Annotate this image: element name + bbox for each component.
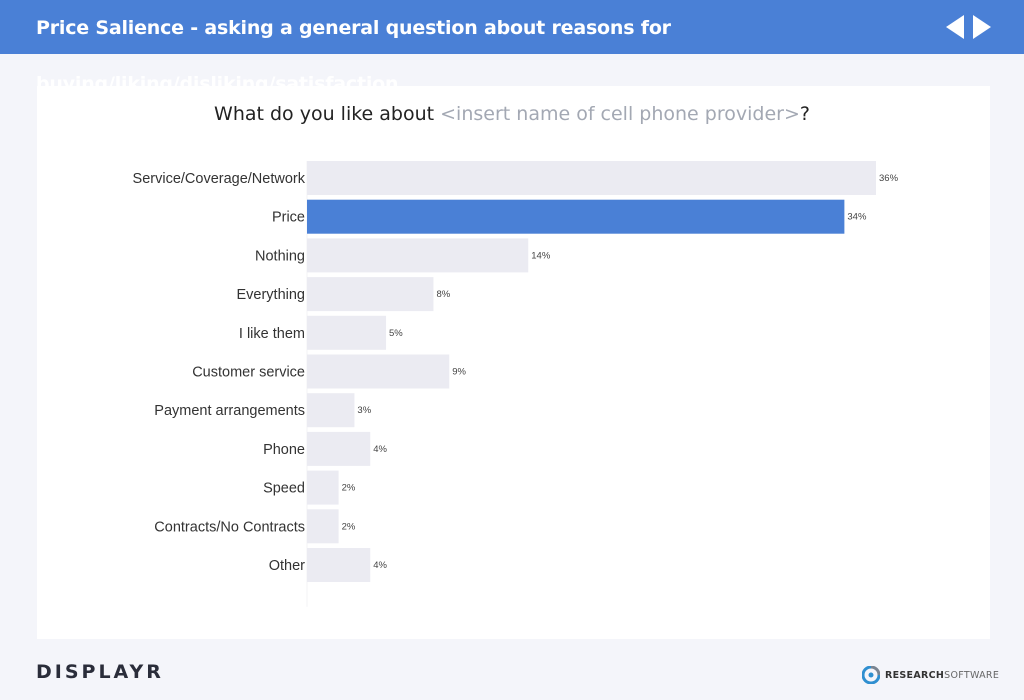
value-label-8: 2% xyxy=(342,483,356,494)
category-label-5: Customer service xyxy=(192,365,305,381)
value-label-5: 9% xyxy=(452,367,466,378)
research-software-logo: RESEARCHSOFTWARE xyxy=(862,664,999,686)
research-software-logo-icon xyxy=(862,666,880,684)
question-suffix: ? xyxy=(799,103,810,125)
category-label-3: Everything xyxy=(236,287,305,303)
value-label-4: 5% xyxy=(389,328,403,339)
question-placeholder: <insert name of cell phone provider> xyxy=(440,103,800,125)
category-label-1: Price xyxy=(272,210,305,226)
bar-5 xyxy=(307,354,450,389)
displayr-logo: DISPLAYR xyxy=(36,661,164,683)
category-label-0: Service/Coverage/Network xyxy=(133,171,306,187)
bar-9 xyxy=(307,509,339,544)
bar-4 xyxy=(307,315,387,350)
value-label-3: 8% xyxy=(436,289,450,300)
category-label-4: I like them xyxy=(239,326,305,342)
bar-2 xyxy=(307,238,529,273)
category-label-7: Phone xyxy=(263,442,305,458)
value-label-1: 34% xyxy=(847,212,867,223)
value-label-2: 14% xyxy=(531,250,551,261)
category-label-6: Payment arrangements xyxy=(154,403,305,419)
next-arrow-icon[interactable] xyxy=(971,13,993,41)
value-label-6: 3% xyxy=(357,405,371,416)
value-label-7: 4% xyxy=(373,444,387,455)
partner-name-light: SOFTWARE xyxy=(944,669,1000,681)
bar-3 xyxy=(307,277,434,312)
bar-7 xyxy=(307,431,371,466)
category-label-10: Other xyxy=(269,558,305,574)
category-label-8: Speed xyxy=(263,481,305,497)
header-bar: Price Salience - asking a general questi… xyxy=(0,0,1024,95)
value-label-0: 36% xyxy=(879,173,899,184)
bar-1 xyxy=(307,199,845,234)
category-label-2: Nothing xyxy=(255,248,305,264)
value-label-9: 2% xyxy=(342,521,356,532)
question-text: What do you like about <insert name of c… xyxy=(0,103,1024,125)
previous-arrow-icon[interactable] xyxy=(944,13,966,41)
value-label-10: 4% xyxy=(373,560,387,571)
bar-6 xyxy=(307,393,355,428)
question-prefix: What do you like about xyxy=(214,103,441,125)
bar-10 xyxy=(307,548,371,582)
partner-name-bold: RESEARCH xyxy=(885,669,945,681)
category-label-9: Contracts/No Contracts xyxy=(154,519,305,535)
bar-0 xyxy=(307,161,876,195)
bar-8 xyxy=(307,470,339,505)
